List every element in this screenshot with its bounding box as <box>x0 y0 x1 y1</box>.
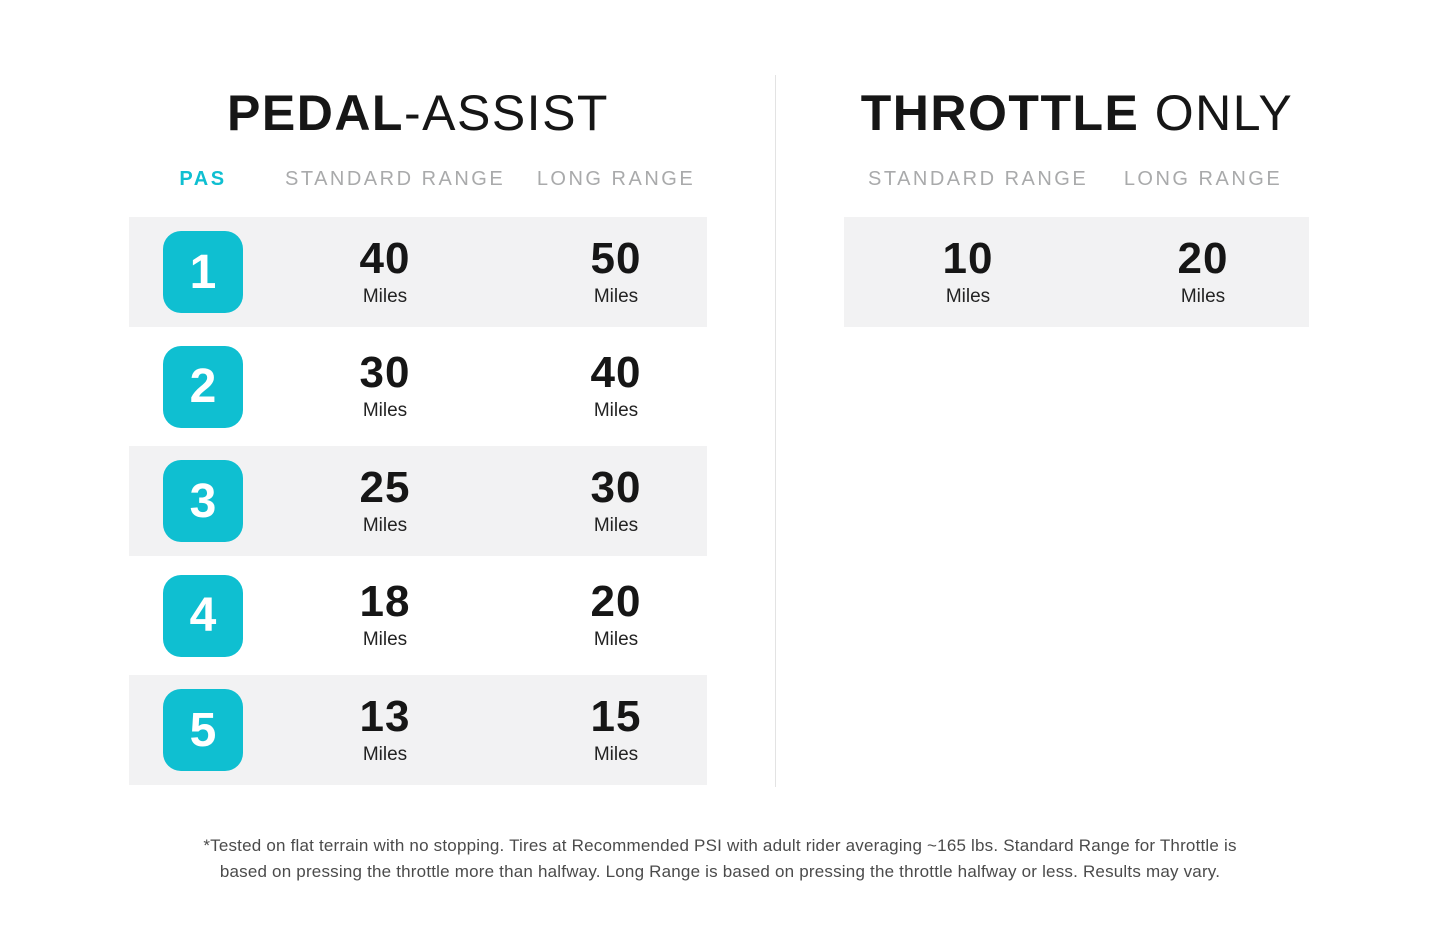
pas-level-number: 1 <box>189 245 217 299</box>
column-header-pa-standard-range: STANDARD RANGE <box>285 168 506 190</box>
pas-level-badge: 1 <box>163 231 243 313</box>
range-unit: Miles <box>362 400 408 421</box>
standard-range-value: 40 Miles <box>285 217 485 327</box>
pas-level-badge: 5 <box>163 689 243 771</box>
pas-row-2: 2 30 Miles 40 Miles <box>129 332 707 442</box>
throttle-standard-range-value: 10 Miles <box>868 217 1068 327</box>
range-number: 15 <box>590 691 642 741</box>
pedal-assist-table: 1 40 Miles 50 Miles 2 30 Miles <box>129 217 707 790</box>
pas-level-number: 5 <box>189 703 217 757</box>
pas-level-badge: 3 <box>163 460 243 542</box>
long-range-value: 30 Miles <box>516 446 716 556</box>
range-unit: Miles <box>593 400 639 421</box>
pas-level-badge: 2 <box>163 345 243 428</box>
pas-row-1: 1 40 Miles 50 Miles <box>129 217 707 327</box>
pas-level-number: 2 <box>189 360 217 413</box>
pas-level-cell: 1 <box>129 217 277 327</box>
range-number: 25 <box>359 462 411 512</box>
throttle-title-light: ONLY <box>1139 85 1294 141</box>
pas-row-4: 4 18 Miles 20 Miles <box>129 561 707 671</box>
range-number: 40 <box>359 233 411 283</box>
range-unit: Miles <box>593 743 639 765</box>
footnote-line-1: *Tested on flat terrain with no stopping… <box>203 836 1237 855</box>
standard-range-value: 25 Miles <box>285 446 485 556</box>
footnote: *Tested on flat terrain with no stopping… <box>0 833 1440 885</box>
range-number: 30 <box>590 462 642 512</box>
pas-row-5: 5 13 Miles 15 Miles <box>129 675 707 785</box>
throttle-row: 10 Miles 20 Miles <box>844 217 1309 327</box>
range-number: 50 <box>590 233 642 283</box>
throttle-long-range-value: 20 Miles <box>1103 217 1303 327</box>
pas-level-number: 3 <box>189 474 217 528</box>
column-header-th-long-range: LONG RANGE <box>1123 168 1283 190</box>
long-range-value: 50 Miles <box>516 217 716 327</box>
range-unit: Miles <box>593 285 639 307</box>
standard-range-value: 18 Miles <box>285 561 485 671</box>
range-number: 20 <box>590 577 642 626</box>
column-header-pas: PAS <box>179 168 227 190</box>
range-unit: Miles <box>362 629 408 650</box>
range-unit: Miles <box>593 629 639 650</box>
standard-range-value: 13 Miles <box>285 675 485 785</box>
range-unit: Miles <box>362 285 408 307</box>
range-number: 40 <box>590 348 642 397</box>
standard-range-value: 30 Miles <box>285 332 485 442</box>
pedal-assist-title-bold: PEDAL <box>227 85 404 141</box>
pas-level-badge: 4 <box>163 574 243 657</box>
column-header-th-standard-range: STANDARD RANGE <box>868 168 1089 190</box>
long-range-value: 40 Miles <box>516 332 716 442</box>
pas-level-number: 4 <box>189 589 217 642</box>
pas-level-cell: 4 <box>129 561 277 671</box>
pedal-assist-title-light: -ASSIST <box>403 85 609 141</box>
range-number: 18 <box>359 577 411 626</box>
footnote-line-2: based on pressing the throttle more than… <box>219 862 1221 881</box>
range-number: 20 <box>1177 233 1229 283</box>
range-unit: Miles <box>593 514 639 536</box>
range-number: 13 <box>359 691 411 741</box>
pas-row-3: 3 25 Miles 30 Miles <box>129 446 707 556</box>
pas-level-cell: 5 <box>129 675 277 785</box>
range-unit: Miles <box>362 743 408 765</box>
range-unit: Miles <box>362 514 408 536</box>
range-unit: Miles <box>1180 285 1226 307</box>
throttle-only-title: THROTTLE ONLY <box>845 84 1309 142</box>
range-number: 10 <box>942 233 994 283</box>
range-number: 30 <box>359 348 411 397</box>
pas-level-cell: 2 <box>129 332 277 442</box>
pedal-assist-title: PEDAL-ASSIST <box>129 84 707 142</box>
range-unit: Miles <box>945 285 991 307</box>
pas-level-cell: 3 <box>129 446 277 556</box>
throttle-title-bold: THROTTLE <box>860 85 1140 141</box>
section-divider <box>775 75 776 787</box>
long-range-value: 15 Miles <box>516 675 716 785</box>
column-header-pa-long-range: LONG RANGE <box>536 168 696 190</box>
long-range-value: 20 Miles <box>516 561 716 671</box>
